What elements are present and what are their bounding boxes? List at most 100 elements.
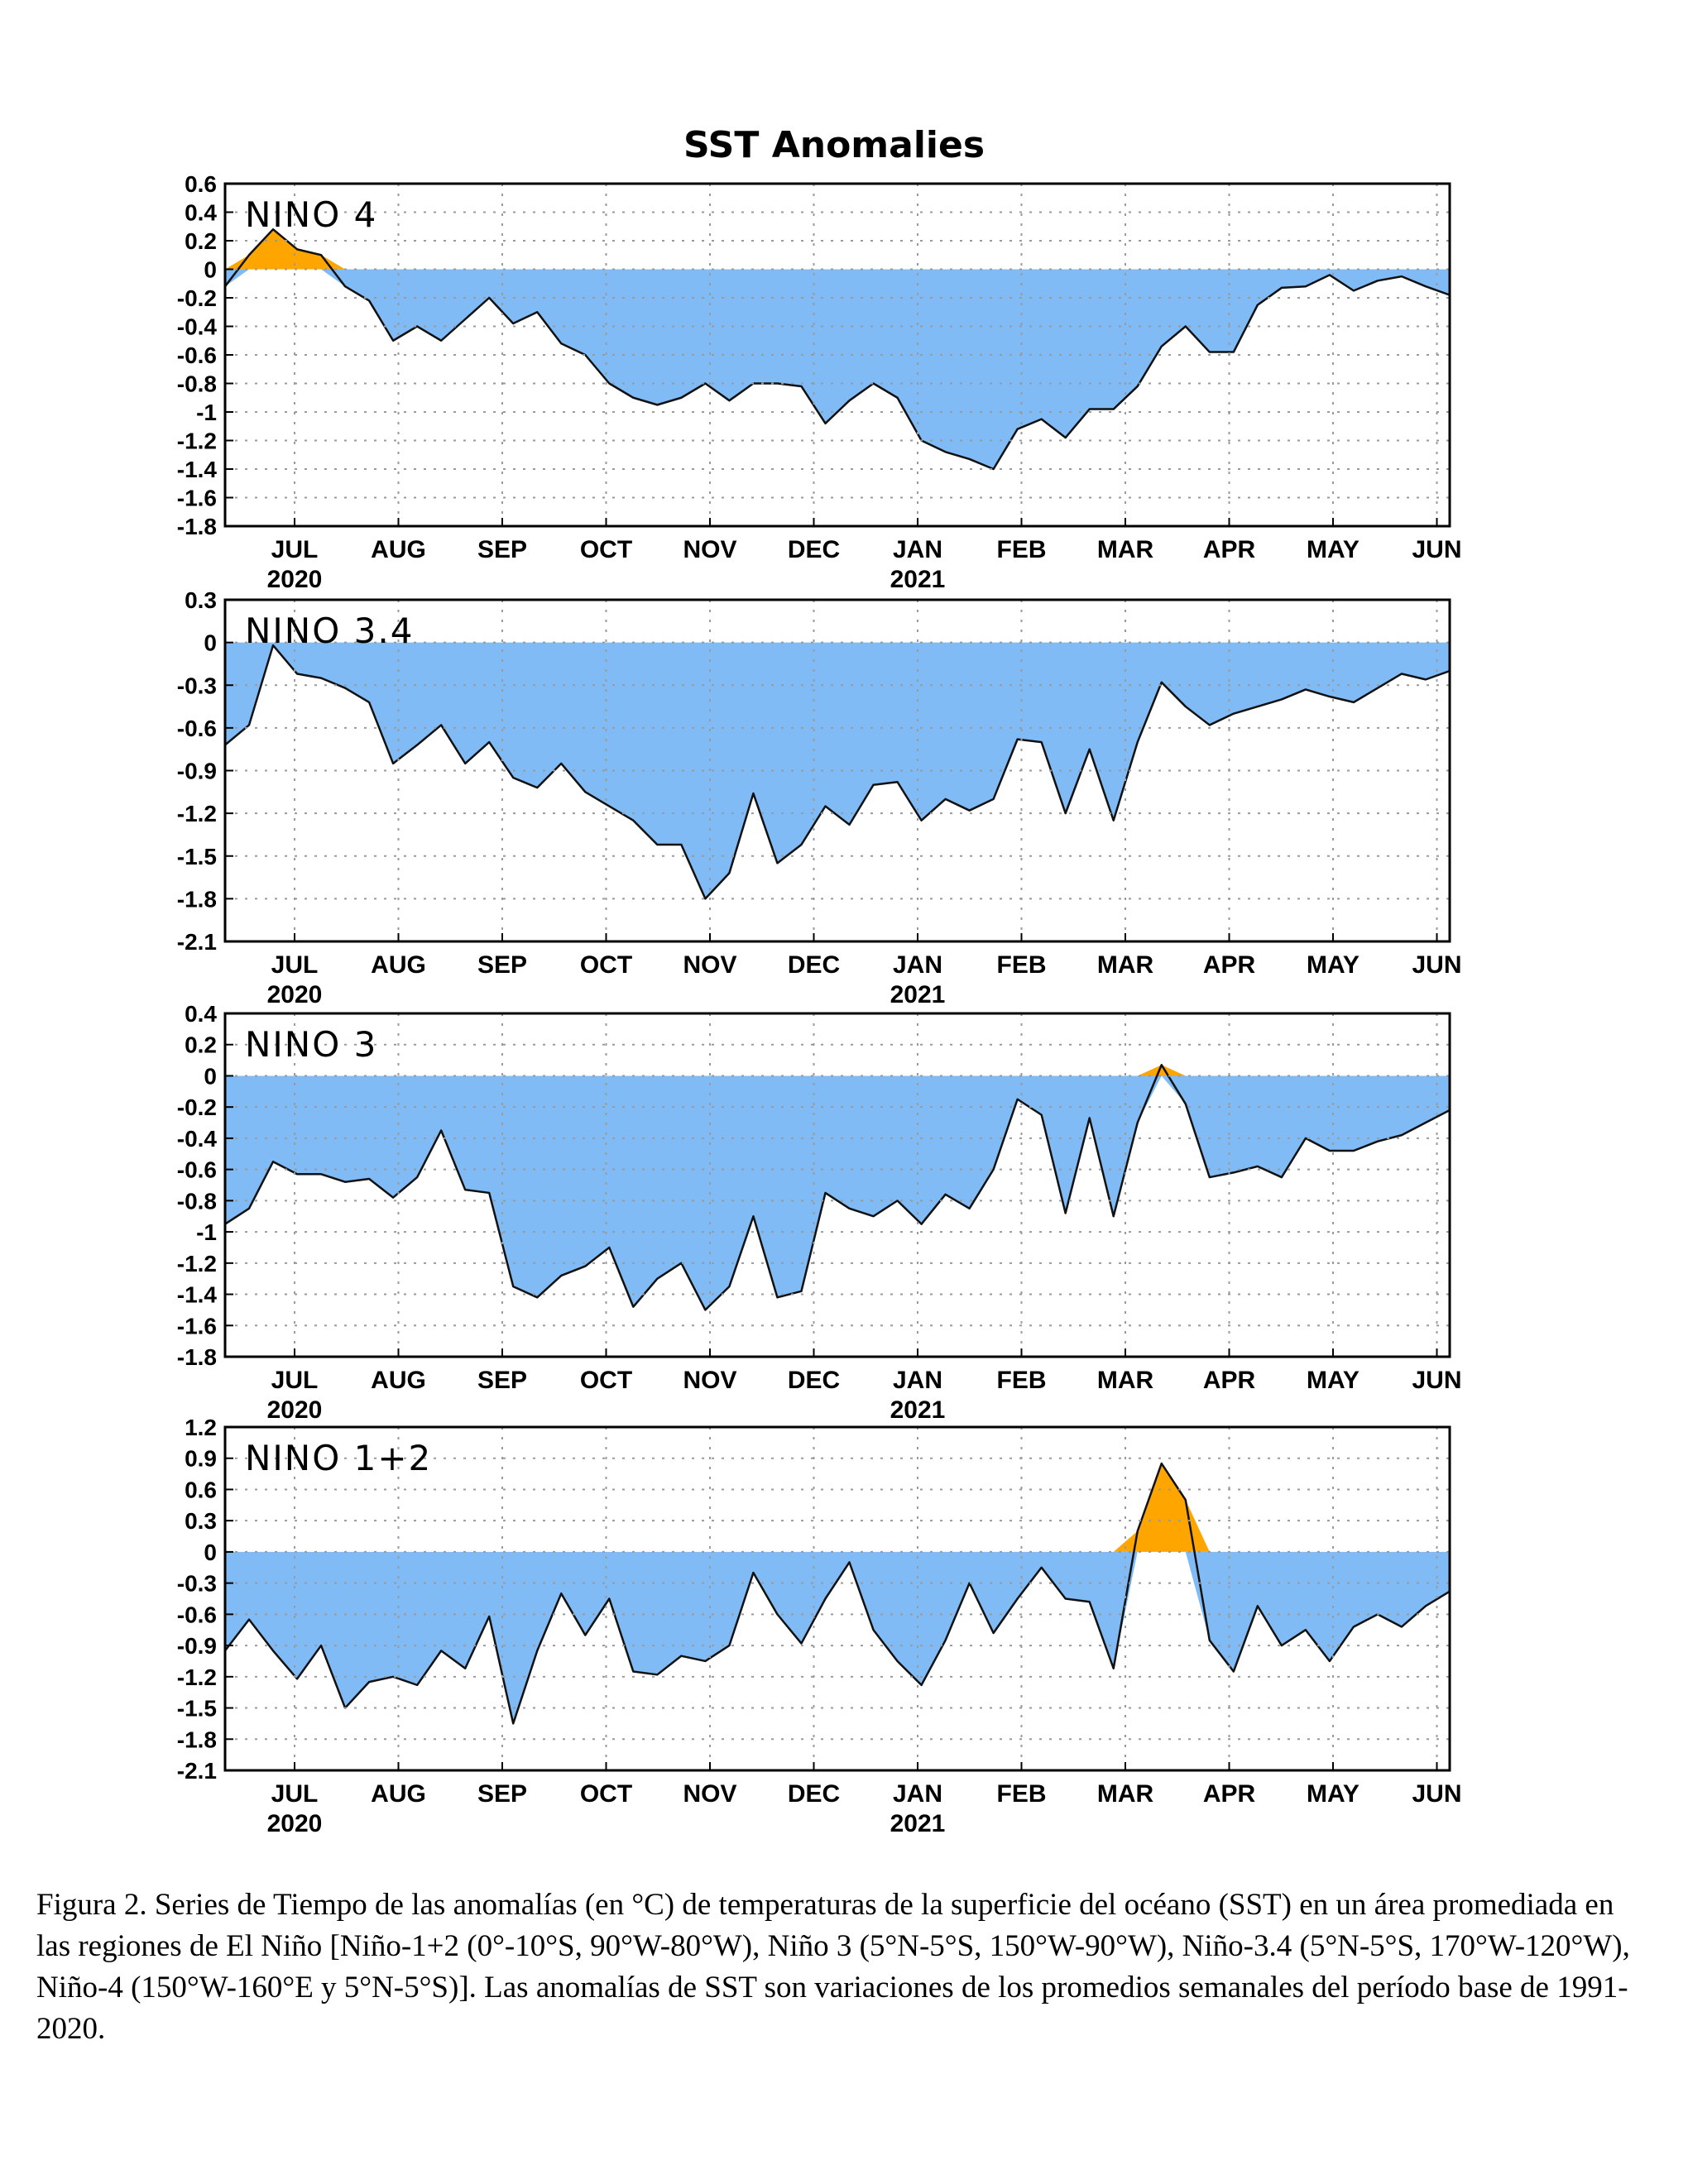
x-tick-label: SEP bbox=[477, 951, 527, 979]
negative-anomaly-area bbox=[225, 269, 1450, 469]
y-tick-label: 0.6 bbox=[185, 171, 217, 197]
y-tick-label: 0 bbox=[204, 630, 217, 656]
y-tick-label: 1.2 bbox=[185, 1415, 217, 1440]
x-tick-label: OCT bbox=[580, 1780, 632, 1808]
panel-nino-3: 0.4 0.2 0 -0.2 -0.4 -0.6 -0.8 -1 -1.2 -1.4 -1.6 -1.… bbox=[177, 1001, 1462, 1424]
y-tick-label: 0 bbox=[204, 1063, 217, 1089]
x-tick-label: AUG bbox=[371, 536, 426, 563]
panel-nino-3-4: 0.3 0 -0.3 -0.6 -0.9 -1.2 -1.5 -1.8 -2.1 JUL AUG SE… bbox=[177, 587, 1462, 1008]
x-tick-label: MAR bbox=[1097, 1780, 1154, 1808]
x-tick-label: NOV bbox=[683, 536, 736, 563]
negative-anomaly-area bbox=[225, 1075, 1450, 1310]
y-tick-label: -0.8 bbox=[177, 371, 217, 397]
x-tick-label: JUN bbox=[1412, 1780, 1461, 1808]
y-tick-label: -0.2 bbox=[177, 285, 217, 311]
y-tick-label: -1 bbox=[196, 400, 217, 425]
y-tick-label: -1 bbox=[196, 1219, 217, 1245]
x-tick-label: NOV bbox=[683, 1367, 736, 1394]
y-tick-label: -0.3 bbox=[177, 673, 217, 698]
x-tick-label: NOV bbox=[683, 1780, 736, 1808]
x-tick-label: JUL bbox=[271, 536, 319, 563]
x-tick-label: MAY bbox=[1307, 1367, 1360, 1394]
x-tick-label: MAR bbox=[1097, 536, 1154, 563]
plot-frame bbox=[223, 1012, 1451, 1358]
y-tick-label: -1.8 bbox=[177, 514, 217, 539]
panel-label: NINO 3 bbox=[245, 1024, 377, 1065]
x-tick-label: DEC bbox=[788, 1780, 840, 1808]
x-tick-label: DEC bbox=[788, 1367, 840, 1394]
x-tick-label: JUL bbox=[271, 1367, 319, 1394]
y-tick-label: 0.2 bbox=[185, 1032, 217, 1058]
y-tick-label: -2.1 bbox=[177, 929, 217, 955]
y-tick-label: -1.4 bbox=[177, 1282, 218, 1308]
y-tick-label: -1.5 bbox=[177, 844, 217, 869]
x-tick-label: JAN bbox=[893, 951, 942, 979]
y-tick-label: -0.6 bbox=[177, 1157, 217, 1183]
x-tick-label: AUG bbox=[371, 951, 426, 979]
x-tick-label: MAY bbox=[1307, 536, 1360, 563]
panel-nino-4: 0.6 0.40.2 0-0.2 -0.4-0.6 -0.8 -1 -1.2 -1.4 -1.6… bbox=[177, 171, 1462, 593]
x-year-label: 2021 bbox=[890, 1396, 946, 1424]
x-year-label: 2020 bbox=[267, 1396, 323, 1424]
sst-anomalies-figure: SST Anomalies 0.60.40.20-0.2-0.4-0.6-0.8… bbox=[177, 124, 1462, 1837]
x-year-label: 2021 bbox=[890, 981, 946, 1008]
y-tick-label: -2.1 bbox=[177, 1758, 217, 1784]
x-tick-label: SEP bbox=[477, 536, 527, 563]
anomaly-line bbox=[225, 1064, 1450, 1311]
y-tick-label: -1.2 bbox=[177, 429, 217, 454]
x-year-label: 2021 bbox=[890, 1810, 946, 1837]
y-tick-label: 0.2 bbox=[185, 228, 217, 254]
x-tick-label: DEC bbox=[788, 536, 840, 563]
x-year-label: 2021 bbox=[890, 566, 946, 593]
x-tick-label: DEC bbox=[788, 951, 840, 979]
y-tick-label: -1.2 bbox=[177, 801, 217, 826]
panel-label: NINO 4 bbox=[245, 194, 377, 235]
x-tick-label: JAN bbox=[893, 1780, 942, 1808]
y-tick-label: 0.4 bbox=[185, 1001, 217, 1027]
x-tick-label: JAN bbox=[893, 536, 942, 563]
x-tick-label: FEB bbox=[997, 1367, 1047, 1394]
y-tick-label: -0.2 bbox=[177, 1094, 217, 1120]
y-tick-label: -1.2 bbox=[177, 1251, 217, 1276]
x-year-label: 2020 bbox=[267, 981, 323, 1008]
y-tick-label: -0.9 bbox=[177, 1633, 217, 1659]
panel-label: NINO 1+2 bbox=[245, 1438, 432, 1478]
x-tick-label: MAY bbox=[1307, 1780, 1360, 1808]
x-tick-label: JUN bbox=[1412, 1367, 1461, 1394]
chart-title: SST Anomalies bbox=[683, 124, 985, 166]
x-tick-label: JAN bbox=[893, 1367, 942, 1394]
x-tick-label: JUL bbox=[271, 951, 319, 979]
y-tick-label: -1.6 bbox=[177, 486, 217, 511]
x-tick-label: APR bbox=[1203, 951, 1256, 979]
y-tick-label: 0 bbox=[204, 257, 217, 283]
x-tick-label: OCT bbox=[580, 1367, 632, 1394]
y-tick-label: -1.2 bbox=[177, 1664, 217, 1690]
y-tick-label: -1.4 bbox=[177, 457, 218, 482]
x-tick-label: FEB bbox=[997, 536, 1047, 563]
anomaly-line bbox=[225, 644, 1450, 900]
y-tick-label: -0.9 bbox=[177, 759, 217, 784]
negative-anomaly-area bbox=[225, 1551, 1450, 1724]
y-tick-label: 0.9 bbox=[185, 1446, 217, 1472]
y-tick-label: -0.4 bbox=[177, 1126, 218, 1152]
y-tick-label: -1.8 bbox=[177, 1727, 217, 1752]
plot-frame bbox=[223, 1425, 1451, 1772]
y-tick-label: 0.4 bbox=[185, 200, 217, 226]
figure-caption: Figura 2. Series de Tiempo de las anomal… bbox=[36, 1888, 1630, 2046]
x-tick-label: AUG bbox=[371, 1367, 426, 1394]
anomaly-line bbox=[225, 228, 1450, 471]
y-tick-label: -0.3 bbox=[177, 1571, 217, 1597]
x-tick-label: MAR bbox=[1097, 1367, 1154, 1394]
y-tick-label: -1.5 bbox=[177, 1696, 217, 1722]
y-tick-label: 0.6 bbox=[185, 1477, 217, 1502]
positive-anomaly-area bbox=[225, 1463, 1450, 1552]
x-tick-label: FEB bbox=[997, 1780, 1047, 1808]
y-tick-label: -0.6 bbox=[177, 716, 217, 741]
x-tick-label: OCT bbox=[580, 536, 632, 563]
y-tick-label: -1.8 bbox=[177, 1344, 217, 1370]
x-tick-label: SEP bbox=[477, 1367, 527, 1394]
x-tick-label: FEB bbox=[997, 951, 1047, 979]
anomaly-line bbox=[225, 1462, 1450, 1725]
positive-anomaly-area bbox=[225, 1065, 1450, 1076]
x-tick-label: OCT bbox=[580, 951, 632, 979]
